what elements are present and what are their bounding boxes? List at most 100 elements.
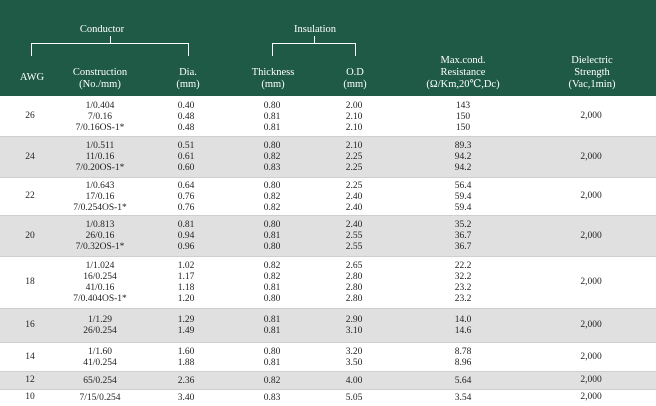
od-cell: 2.25 — [345, 152, 363, 162]
dielectric-value: 2,000 — [580, 277, 602, 287]
header-thickness: Thickness (mm) — [243, 67, 303, 91]
thickness-cell: 0.82 — [263, 375, 281, 386]
construction-cell: 7/0.254OS-1* — [73, 202, 127, 213]
od-cell: 3.20 — [345, 346, 363, 357]
dia-cell: 1.49 — [177, 326, 195, 336]
resistance-cell: 23.2 — [454, 283, 472, 293]
resistance-cell: 8.96 — [454, 357, 472, 368]
dielectric-line-2: Strength — [574, 67, 610, 78]
od-cell: 2.40 — [345, 220, 363, 230]
construction-cell: 1/0.643 — [85, 180, 115, 191]
od-cell: 3.10 — [345, 326, 363, 336]
construction-cell: 1/1.024 — [85, 261, 115, 271]
dielectric-value: 2,000 — [580, 351, 602, 362]
dielectric-line-1: Dielectric — [571, 55, 613, 66]
construction-cell: 41/0.16 — [85, 283, 115, 293]
awg-value: 24 — [25, 151, 35, 162]
construction-cell: 1/1.60 — [87, 346, 113, 357]
row-divider — [0, 136, 656, 137]
thickness-cell: 0.80 — [263, 294, 281, 304]
insulation-bracket — [272, 36, 356, 56]
od-cell: 2.55 — [345, 231, 363, 241]
awg-value: 22 — [25, 191, 35, 201]
construction-cell: 1/0.511 — [85, 141, 115, 151]
resistance-line-2: Resistance — [440, 67, 486, 78]
dielectric-value: 2,000 — [580, 191, 602, 201]
awg-value: 10 — [25, 392, 35, 402]
od-cell: 2.00 — [345, 100, 363, 111]
construction-cell: 7/0.404OS-1* — [73, 294, 127, 304]
resistance-cell: 150 — [455, 122, 471, 133]
construction-cell: 7/0.20OS-1* — [75, 163, 125, 173]
awg-group-24: 24 2,000 1/0.511 0.51 0.80 2.10 89.3 11/0.16 0.6… — [0, 137, 656, 178]
conductor-bracket — [31, 36, 189, 56]
dia-cell: 0.48 — [177, 122, 195, 133]
od-cell: 3.50 — [345, 357, 363, 368]
thickness-cell: 0.82 — [263, 261, 281, 271]
resistance-cell: 36.7 — [454, 242, 472, 252]
awg-group-20: 20 2,000 1/0.813 0.81 0.80 2.40 35.2 26/0.16 0.9… — [0, 216, 656, 257]
resistance-cell: 59.4 — [454, 191, 472, 202]
dia-cell: 1.60 — [177, 346, 195, 357]
thickness-cell: 0.81 — [263, 357, 281, 368]
construction-cell: 11/0.16 — [85, 152, 115, 162]
od-cell: 2.40 — [345, 191, 363, 202]
awg-value: 20 — [25, 230, 35, 241]
awg-group-12: 12 2,000 65/0.254 2.36 0.82 4.00 5.64 — [0, 372, 656, 390]
awg-group-18: 18 2,000 1/1.024 1.02 0.82 2.65 22.2 16/0.254 1.… — [0, 257, 656, 309]
header-dielectric: Dielectric Strength (Vac,1min) — [560, 55, 624, 91]
thickness-line-2: (mm) — [261, 79, 285, 90]
resistance-line-1: Max.cond. — [440, 55, 486, 66]
od-cell: 2.10 — [345, 122, 363, 133]
dia-cell: 1.02 — [177, 261, 195, 271]
thickness-cell: 0.80 — [263, 100, 281, 111]
dia-cell: 0.76 — [177, 191, 195, 202]
dielectric-value: 2,000 — [580, 111, 602, 121]
construction-cell: 1/0.813 — [85, 220, 115, 230]
od-cell: 2.25 — [345, 163, 363, 173]
resistance-cell: 32.2 — [454, 272, 472, 282]
row-divider — [0, 308, 656, 309]
construction-cell: 16/0.254 — [83, 272, 117, 282]
awg-group-26: 26 2,000 1/0.404 0.40 0.80 2.00 143 7/0.16 0.48 0… — [0, 97, 656, 137]
dia-cell: 0.64 — [177, 180, 195, 191]
construction-line-1: Construction — [72, 67, 128, 78]
row-divider — [0, 389, 656, 390]
dia-cell: 0.40 — [177, 100, 195, 111]
thickness-cell: 0.82 — [263, 191, 281, 202]
dia-cell: 1.17 — [177, 272, 195, 282]
od-cell: 2.90 — [345, 315, 363, 325]
resistance-cell: 143 — [455, 100, 471, 111]
resistance-cell: 3.54 — [454, 392, 472, 403]
dia-cell: 0.51 — [177, 141, 195, 151]
dia-cell: 1.29 — [177, 315, 195, 325]
dia-cell: 1.18 — [177, 283, 195, 293]
dia-cell: 3.40 — [177, 392, 195, 403]
construction-cell: 1/1.29 — [87, 315, 113, 325]
thickness-cell: 0.80 — [263, 141, 281, 151]
od-cell: 2.80 — [345, 272, 363, 282]
header-insulation: Insulation — [294, 24, 336, 35]
row-divider — [0, 256, 656, 257]
dia-cell: 0.61 — [177, 152, 195, 162]
dia-line-2: (mm) — [176, 79, 200, 90]
header-dia: Dia. (mm) — [166, 67, 210, 91]
resistance-cell: 94.2 — [454, 163, 472, 173]
resistance-cell: 22.2 — [454, 261, 472, 271]
thickness-cell: 0.81 — [263, 326, 281, 336]
row-divider — [0, 215, 656, 216]
thickness-cell: 0.80 — [263, 242, 281, 252]
header-conductor: Conductor — [79, 24, 125, 35]
od-line-2: (mm) — [343, 79, 367, 90]
construction-cell: 1/0.404 — [85, 100, 115, 111]
thickness-cell: 0.80 — [263, 220, 281, 230]
thickness-cell: 0.81 — [263, 111, 281, 122]
awg-group-22: 22 2,000 1/0.643 0.64 0.80 2.25 56.4 17/0.16 0.7… — [0, 178, 656, 216]
dia-cell: 2.36 — [177, 375, 195, 386]
header-od: O.D (mm) — [325, 67, 385, 91]
resistance-cell: 23.2 — [454, 294, 472, 304]
construction-cell: 7/0.32OS-1* — [75, 242, 125, 252]
resistance-cell: 59.4 — [454, 202, 472, 213]
dia-cell: 0.48 — [177, 111, 195, 122]
